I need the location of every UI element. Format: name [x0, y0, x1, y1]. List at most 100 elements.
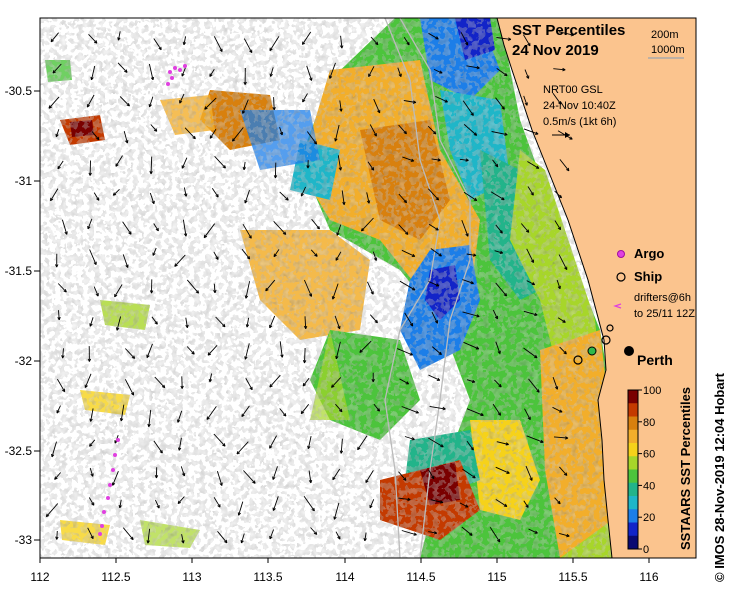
current-vector-head	[269, 445, 273, 449]
current-vector-head	[540, 439, 544, 443]
current-vector-head	[363, 537, 367, 542]
current-vector-head	[410, 158, 415, 162]
current-vector	[245, 281, 251, 299]
current-vector	[428, 531, 437, 534]
colorbar-frame	[627, 389, 639, 550]
currents-source: NRT00 GSL	[543, 84, 603, 96]
current-vector	[279, 191, 289, 201]
current-vector	[243, 161, 246, 170]
current-vector	[429, 405, 446, 410]
current-vector	[466, 253, 477, 256]
current-vector-head	[269, 73, 273, 77]
current-vector	[148, 409, 152, 427]
current-vector-head	[242, 166, 246, 171]
x-tick-label: 115.5	[558, 570, 587, 584]
current-vector-head	[337, 536, 341, 540]
current-vector	[279, 127, 283, 136]
current-vector	[428, 32, 439, 40]
current-vector	[367, 161, 375, 171]
current-vector-head	[557, 500, 561, 505]
current-vector	[213, 283, 216, 293]
current-vector-head	[498, 383, 502, 388]
current-vector-head	[219, 48, 223, 52]
current-vector-head	[154, 321, 158, 325]
current-vector-head	[534, 530, 538, 534]
currents-time: 24-Nov 10:40Z	[543, 100, 616, 112]
y-tick-label: -31.5	[5, 264, 33, 278]
current-vector	[209, 373, 213, 382]
current-vector-head	[300, 410, 305, 415]
argo-drifter-tracks	[98, 64, 187, 536]
current-vector-head	[526, 75, 530, 79]
plot-frame	[39, 17, 697, 559]
colorbar-title: SSTAARS SST Percentiles	[678, 387, 693, 550]
current-vector	[495, 282, 507, 297]
current-vector-head	[64, 231, 68, 235]
current-vector-head	[562, 319, 566, 323]
current-vector	[183, 36, 187, 45]
current-vector	[523, 128, 539, 135]
current-vector-head	[96, 197, 100, 201]
current-vector-head	[285, 197, 289, 201]
current-vector-head	[342, 201, 346, 206]
current-vector-head	[309, 77, 313, 81]
current-vector	[430, 248, 442, 257]
current-vector-head	[179, 100, 183, 104]
current-vector-head	[241, 413, 245, 417]
current-vector	[461, 219, 469, 237]
current-vector-head	[339, 408, 343, 413]
current-vector	[489, 526, 501, 543]
current-vector-head	[507, 37, 512, 41]
current-vector-head	[146, 540, 150, 544]
current-vector-head	[433, 531, 438, 535]
current-vector	[370, 36, 379, 46]
current-vector-head	[329, 75, 333, 79]
current-vector-head	[181, 165, 185, 169]
current-vector	[56, 405, 61, 414]
current-vector	[527, 186, 534, 196]
current-vector	[523, 500, 529, 508]
argo-float-marker	[587, 346, 597, 356]
current-vector	[558, 254, 568, 270]
current-vector	[240, 533, 245, 544]
x-tick-label: 114	[335, 570, 354, 584]
current-vector	[524, 408, 531, 420]
current-vector-head	[465, 158, 469, 162]
current-vector	[524, 69, 530, 79]
current-vector	[242, 223, 252, 239]
current-vector-head	[472, 475, 476, 479]
current-vector	[368, 66, 375, 77]
current-vector	[364, 532, 367, 541]
current-vector	[526, 248, 534, 263]
current-vector-head	[52, 70, 56, 74]
current-vector-head	[90, 473, 94, 477]
y-axis: -30.5 -31 -31.5 -32 -32.5 -33	[5, 84, 40, 547]
title-line1: SST Percentiles	[512, 22, 625, 39]
current-vector-head	[407, 497, 411, 502]
current-vector	[89, 249, 97, 265]
current-vector	[495, 499, 508, 507]
current-vector-head	[51, 453, 55, 458]
current-vector-head	[159, 450, 163, 454]
current-vector	[404, 436, 415, 440]
y-tick-label: -32.5	[5, 444, 33, 458]
land-mass	[496, 18, 696, 558]
current-vector-head	[148, 103, 152, 108]
current-vector-head	[269, 47, 273, 52]
current-vector	[397, 67, 402, 77]
current-vector	[306, 131, 317, 145]
current-vector-head	[438, 253, 442, 257]
current-vector-head	[437, 158, 441, 162]
current-vector-head	[444, 99, 448, 103]
current-vector-head	[89, 418, 93, 422]
current-vector-head	[236, 451, 240, 455]
current-vector	[184, 127, 196, 140]
current-vector	[151, 316, 158, 325]
current-vector-head	[241, 110, 246, 114]
current-vector-head	[45, 513, 50, 518]
current-vector-head	[90, 535, 94, 540]
current-vector-head	[469, 532, 473, 536]
current-vector	[122, 527, 134, 540]
current-vector	[462, 311, 480, 317]
current-vector	[401, 406, 419, 414]
